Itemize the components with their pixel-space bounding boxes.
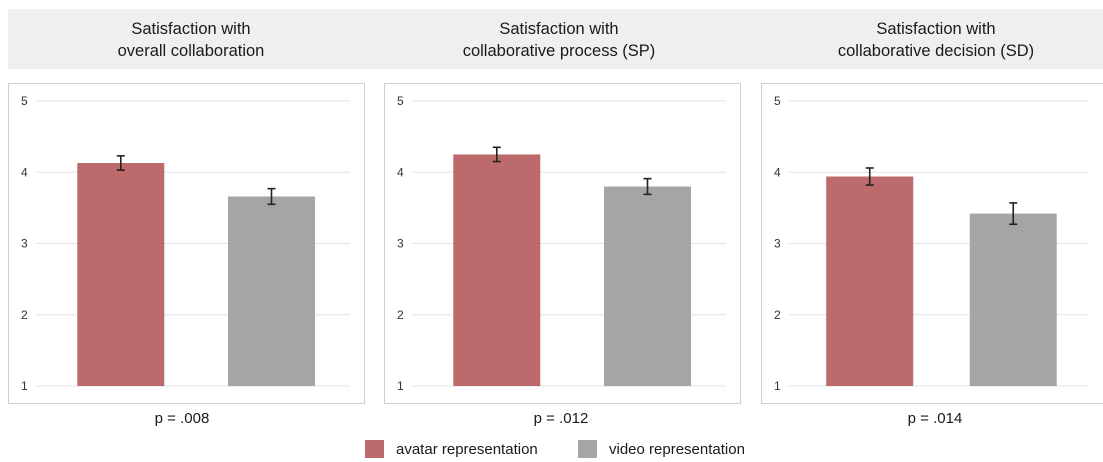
legend-swatch-avatar [365,440,384,458]
y-tick-label-1: 1 [397,379,404,393]
y-tick-label-4: 4 [397,165,404,179]
y-tick-label-2: 2 [397,308,404,322]
panel-title-2-line-2: collaborative process (SP) [462,42,656,60]
legend-swatch-video [578,440,597,458]
p-value-2: p = .012 [533,410,589,427]
y-tick-label-2: 2 [774,308,781,322]
chart-panel-2: 1 2 3 4 5 [384,83,741,404]
y-tick-label-2: 2 [21,308,28,322]
panel-title-2-line-1: Satisfaction with [499,20,619,38]
panel-title-2: Satisfaction with collaborative process … [379,18,739,62]
legend-label-video: video representation [609,440,745,458]
y-tick-label-5: 5 [397,94,404,108]
legend: avatar representation video representati… [0,440,1103,462]
legend-item-video: video representation [578,440,745,458]
y-tick-label-3: 3 [774,237,781,251]
bar-video [969,213,1057,386]
y-tick-label-3: 3 [21,237,28,251]
legend-item-avatar: avatar representation [365,440,538,458]
y-tick-label-4: 4 [774,165,781,179]
chart-2-svg: 1 2 3 4 5 [397,94,726,393]
chart-panel-3: 1 2 3 4 5 [761,83,1103,404]
p-value-1: p = .008 [154,410,210,427]
legend-label-avatar: avatar representation [396,440,538,458]
panel-title-3-line-1: Satisfaction with [876,20,996,38]
y-tick-label-5: 5 [774,94,781,108]
bar-video [228,196,315,386]
y-tick-label-1: 1 [774,379,781,393]
chart-3-svg: 1 2 3 4 5 [774,94,1088,393]
p-value-3: p = .014 [907,410,963,427]
chart-panel-1: 1 2 3 4 5 [8,83,365,404]
y-tick-label-4: 4 [21,165,28,179]
y-tick-label-5: 5 [21,94,28,108]
panel-title-1-line-1: Satisfaction with [131,20,251,38]
y-tick-label-1: 1 [21,379,28,393]
y-tick-label-3: 3 [397,237,404,251]
bar-avatar [77,162,165,386]
bar-avatar [826,176,914,386]
title-band [8,9,1103,69]
panel-title-1: Satisfaction with overall collaboration [11,18,371,62]
panel-title-3-line-2: collaborative decision (SD) [837,42,1035,60]
chart-1-svg: 1 2 3 4 5 [21,94,350,393]
bar-avatar [453,154,541,386]
bar-video [604,186,691,386]
panel-title-3: Satisfaction with collaborative decision… [756,18,1103,62]
panel-title-1-line-2: overall collaboration [117,42,265,60]
